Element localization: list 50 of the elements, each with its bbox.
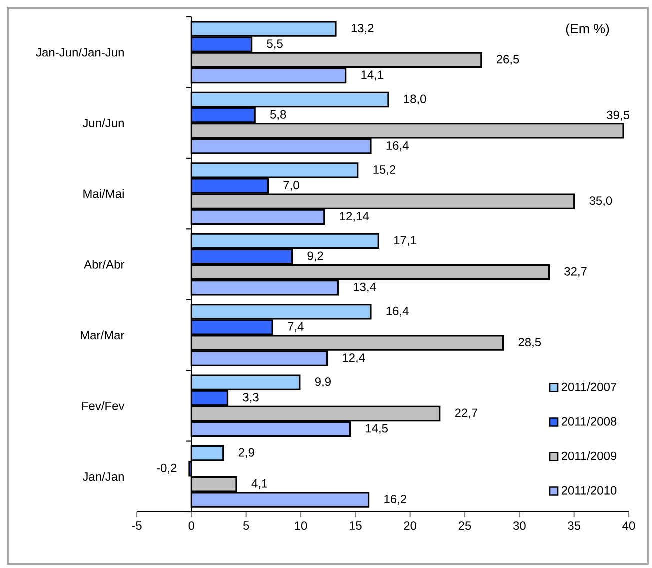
- legend-label: 2011/2008: [562, 417, 617, 426]
- data-label: 35,0: [590, 196, 612, 207]
- data-label: -0,2: [157, 464, 177, 474]
- data-label: 26,5: [496, 55, 520, 66]
- data-label: 22,7: [455, 408, 478, 419]
- x-tick-label: 10: [295, 522, 308, 530]
- x-tick-label: -5: [132, 522, 142, 530]
- data-label: 15,2: [374, 165, 396, 176]
- y-tick-label: Jan-Jun/Jan-Jun: [36, 48, 124, 57]
- data-label: 5,8: [270, 110, 286, 120]
- data-label: 13,2: [352, 24, 374, 34]
- data-label: 14,1: [362, 70, 384, 81]
- data-label: 9,9: [315, 378, 331, 388]
- data-label: 12,14: [340, 212, 369, 222]
- x-tick-label: 5: [243, 522, 250, 530]
- data-label: 39,5: [607, 110, 630, 121]
- legend-label: 2011/2009: [562, 452, 617, 460]
- y-tick-label: Jan/Jan: [82, 472, 124, 482]
- data-label: 16,2: [384, 495, 406, 505]
- data-label: 7,0: [284, 181, 300, 191]
- data-label: 7,4: [288, 322, 304, 332]
- data-label: 18,0: [404, 94, 426, 105]
- data-label: 16,4: [386, 306, 409, 317]
- y-tick-label: Jun/Jun: [82, 118, 124, 128]
- data-label: 12,4: [343, 354, 366, 364]
- x-tick-label: 0: [188, 522, 195, 530]
- data-label: 14,5: [366, 424, 388, 434]
- x-tick-label: 25: [458, 522, 472, 530]
- data-label: 4,1: [252, 480, 268, 490]
- y-tick-label: Abr/Abr: [84, 260, 125, 269]
- y-tick-label: Fev/Fev: [82, 402, 125, 410]
- data-label: 2,9: [238, 448, 254, 458]
- data-label: 3,3: [243, 393, 259, 404]
- data-label: 32,7: [564, 267, 587, 278]
- y-tick-label: Mai/Mai: [84, 189, 124, 198]
- x-tick-label: 40: [622, 522, 636, 530]
- legend-label: 2011/2007: [562, 382, 617, 392]
- data-label: 5,5: [267, 40, 283, 50]
- x-tick-label: 15: [350, 522, 362, 530]
- legend-label: 2011/2010: [562, 486, 617, 495]
- x-tick-label: 20: [404, 522, 417, 530]
- data-label: 28,5: [518, 338, 542, 348]
- x-tick-label: 30: [513, 522, 526, 530]
- annotation: (Em %): [566, 24, 610, 36]
- data-label: 9,2: [308, 252, 324, 262]
- x-tick-label: 35: [568, 522, 581, 530]
- data-label: 17,1: [394, 236, 416, 246]
- data-label: 16,4: [386, 141, 409, 152]
- data-label: 13,4: [354, 282, 376, 293]
- y-tick-label: Mar/Mar: [81, 330, 125, 340]
